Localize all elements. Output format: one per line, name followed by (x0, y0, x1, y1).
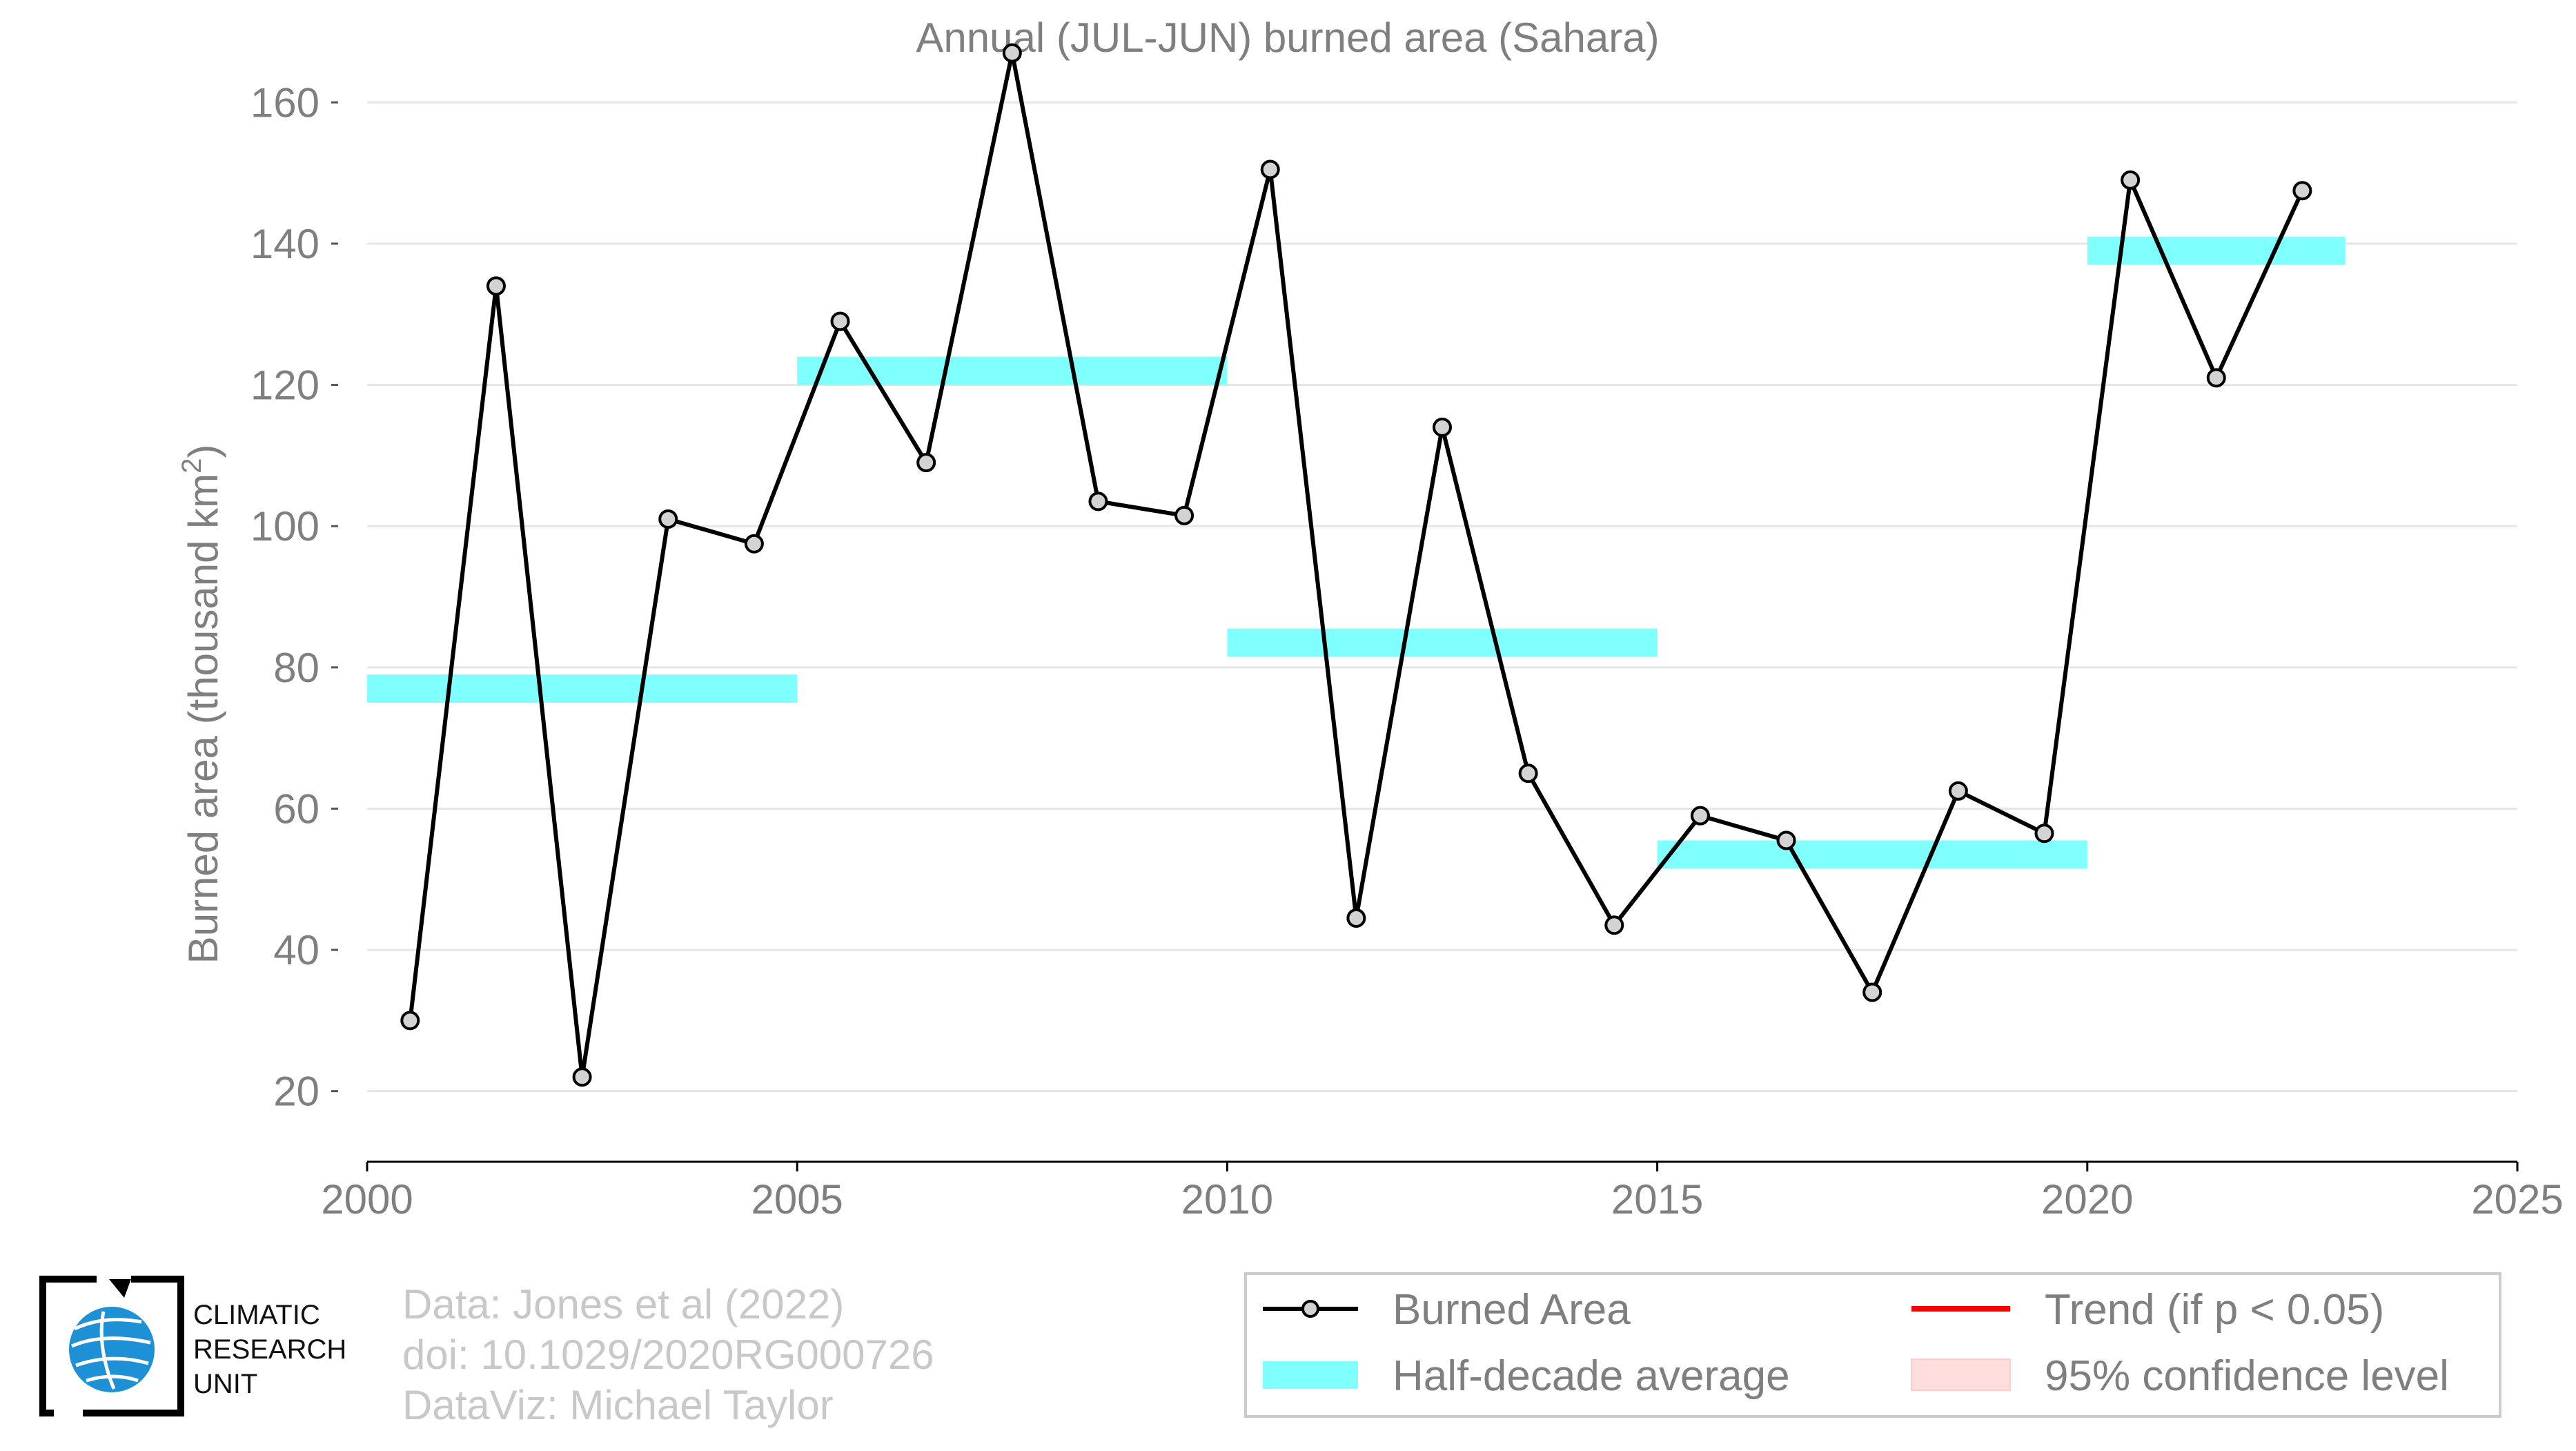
x-tick-label: 2015 (1611, 1176, 1703, 1223)
data-point-2013 (1518, 763, 1538, 783)
x-tick-label: 2005 (751, 1176, 843, 1223)
y-tick-label: 80 (273, 645, 319, 691)
x-tick-label: 2025 (2471, 1176, 2563, 1223)
credit-data: Data: Jones et al (2022) (402, 1281, 844, 1327)
y-tick-label: 60 (273, 786, 319, 832)
logo-text-2: RESEARCH (193, 1334, 346, 1365)
burned-area-series (400, 43, 2312, 1087)
gridlines (367, 101, 2517, 1093)
globe-lines (71, 1311, 151, 1390)
data-point-2009 (1174, 505, 1194, 525)
half-decade-band-0 (367, 674, 798, 703)
cru-logo: CLIMATIC RESEARCH UNIT (39, 1276, 346, 1416)
y-tick-label: 120 (250, 362, 319, 409)
data-point-2010 (1260, 159, 1280, 179)
data-point-2015 (1690, 806, 1710, 826)
y-tick-label: 160 (250, 79, 319, 126)
logo-bracket-right (83, 1276, 184, 1416)
y-tick-label: 40 (273, 927, 319, 973)
data-point-2006 (916, 453, 936, 473)
logo-text-1: CLIMATIC (193, 1300, 320, 1330)
data-point-2014 (1604, 915, 1624, 935)
logo-bracket-notch (109, 1279, 131, 1298)
y-axis-label-sup: 2 (177, 458, 207, 474)
credit-dataviz: DataViz: Michael Taylor (402, 1382, 834, 1428)
x-tick-label: 2010 (1181, 1176, 1273, 1223)
y-ticks: 20 40 60 80 100 120 140 160 (250, 79, 338, 1115)
data-point-2022 (2292, 181, 2312, 201)
data-point-2005 (830, 311, 850, 331)
data-point-2001 (486, 276, 506, 296)
legend-label-halfdecade: Half-decade average (1393, 1352, 1790, 1400)
y-axis-label-end: ) (180, 445, 226, 458)
y-tick-label: 140 (250, 221, 319, 267)
legend-halfdecade-patch (1263, 1361, 1358, 1389)
half-decade-band-1 (797, 356, 1228, 385)
legend-label-burned: Burned Area (1393, 1286, 1631, 1334)
logo-text-3: UNIT (193, 1369, 257, 1399)
y-axis-label: Burned area (thousand km2) (177, 445, 226, 964)
credit-doi: doi: 10.1029/2020RG000726 (402, 1332, 934, 1378)
data-point-2019 (2034, 824, 2054, 844)
half-decade-band-3 (1657, 840, 2087, 869)
data-point-2002 (572, 1067, 592, 1087)
half-decade-bands (367, 236, 2346, 869)
x-ticks: 2000 2005 2010 2015 2020 2025 (321, 1162, 2564, 1223)
data-point-2008 (1088, 491, 1108, 512)
data-point-2021 (2206, 368, 2226, 388)
data-point-2000 (400, 1011, 420, 1031)
legend-burned-marker (1301, 1300, 1319, 1318)
legend: Burned Area Trend (if p < 0.05) Half-dec… (1244, 1272, 2501, 1418)
x-tick-label: 2020 (2041, 1176, 2133, 1223)
y-axis-label-main: Burned area (thousand km (180, 474, 226, 964)
data-point-2007 (1002, 43, 1022, 63)
logo-bracket-left (39, 1276, 97, 1416)
data-point-2017 (1862, 982, 1882, 1002)
data-point-2020 (2121, 170, 2141, 190)
half-decade-band-4 (2087, 236, 2346, 265)
chart-title: Annual (JUL-JUN) burned area (Sahara) (916, 14, 1659, 61)
legend-box (1244, 1272, 2501, 1418)
data-point-2012 (1433, 417, 1452, 437)
y-tick-label: 20 (273, 1069, 319, 1115)
half-decade-band-2 (1227, 628, 1658, 657)
globe-icon (69, 1307, 155, 1392)
data-point-2004 (744, 534, 764, 554)
legend-label-ci: 95% confidence level (2045, 1352, 2449, 1400)
data-point-2016 (1776, 830, 1796, 850)
legend-label-trend: Trend (if p < 0.05) (2045, 1286, 2384, 1334)
x-tick-label: 2000 (321, 1176, 413, 1223)
data-point-2003 (658, 509, 678, 529)
y-tick-label: 100 (250, 503, 319, 549)
data-point-2018 (1948, 781, 1968, 801)
legend-ci-patch (1911, 1359, 2011, 1391)
data-point-2011 (1346, 908, 1366, 928)
